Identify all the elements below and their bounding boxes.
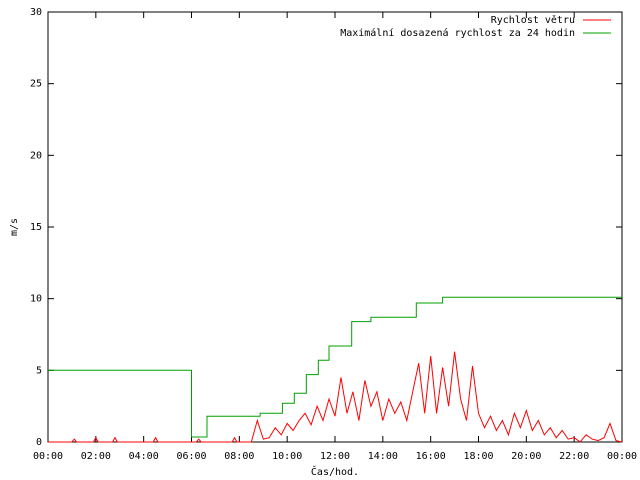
plot-border [47,11,623,443]
y-tick-label: 30 [30,7,42,18]
series-line [48,296,622,438]
y-tick-label: 5 [36,365,42,376]
legend-label: Rychlost větru [491,14,575,26]
x-tick-label: 08:00 [224,451,254,462]
y-axis-label: m/s [9,218,20,236]
x-tick-label: 00:00 [607,451,637,462]
x-tick-label: 16:00 [416,451,446,462]
y-tick-label: 0 [36,437,42,448]
y-tick-label: 25 [30,79,42,90]
y-tick-label: 20 [30,150,42,161]
x-tick-label: 06:00 [176,451,206,462]
x-tick-label: 20:00 [511,451,541,462]
x-tick-label: 12:00 [320,451,350,462]
series-line [48,351,623,443]
x-tick-label: 02:00 [81,451,111,462]
x-axis-label: Čas/hod. [311,465,359,478]
x-tick-label: 00:00 [33,451,63,462]
y-tick-label: 10 [30,294,42,305]
x-tick-label: 04:00 [129,451,159,462]
x-tick-label: 18:00 [463,451,493,462]
x-tick-label: 10:00 [272,451,302,462]
x-tick-label: 22:00 [559,451,589,462]
y-tick-label: 15 [30,222,42,233]
x-tick-label: 14:00 [368,451,398,462]
legend-label: Maximální dosazená rychlost za 24 hodin [340,27,575,39]
